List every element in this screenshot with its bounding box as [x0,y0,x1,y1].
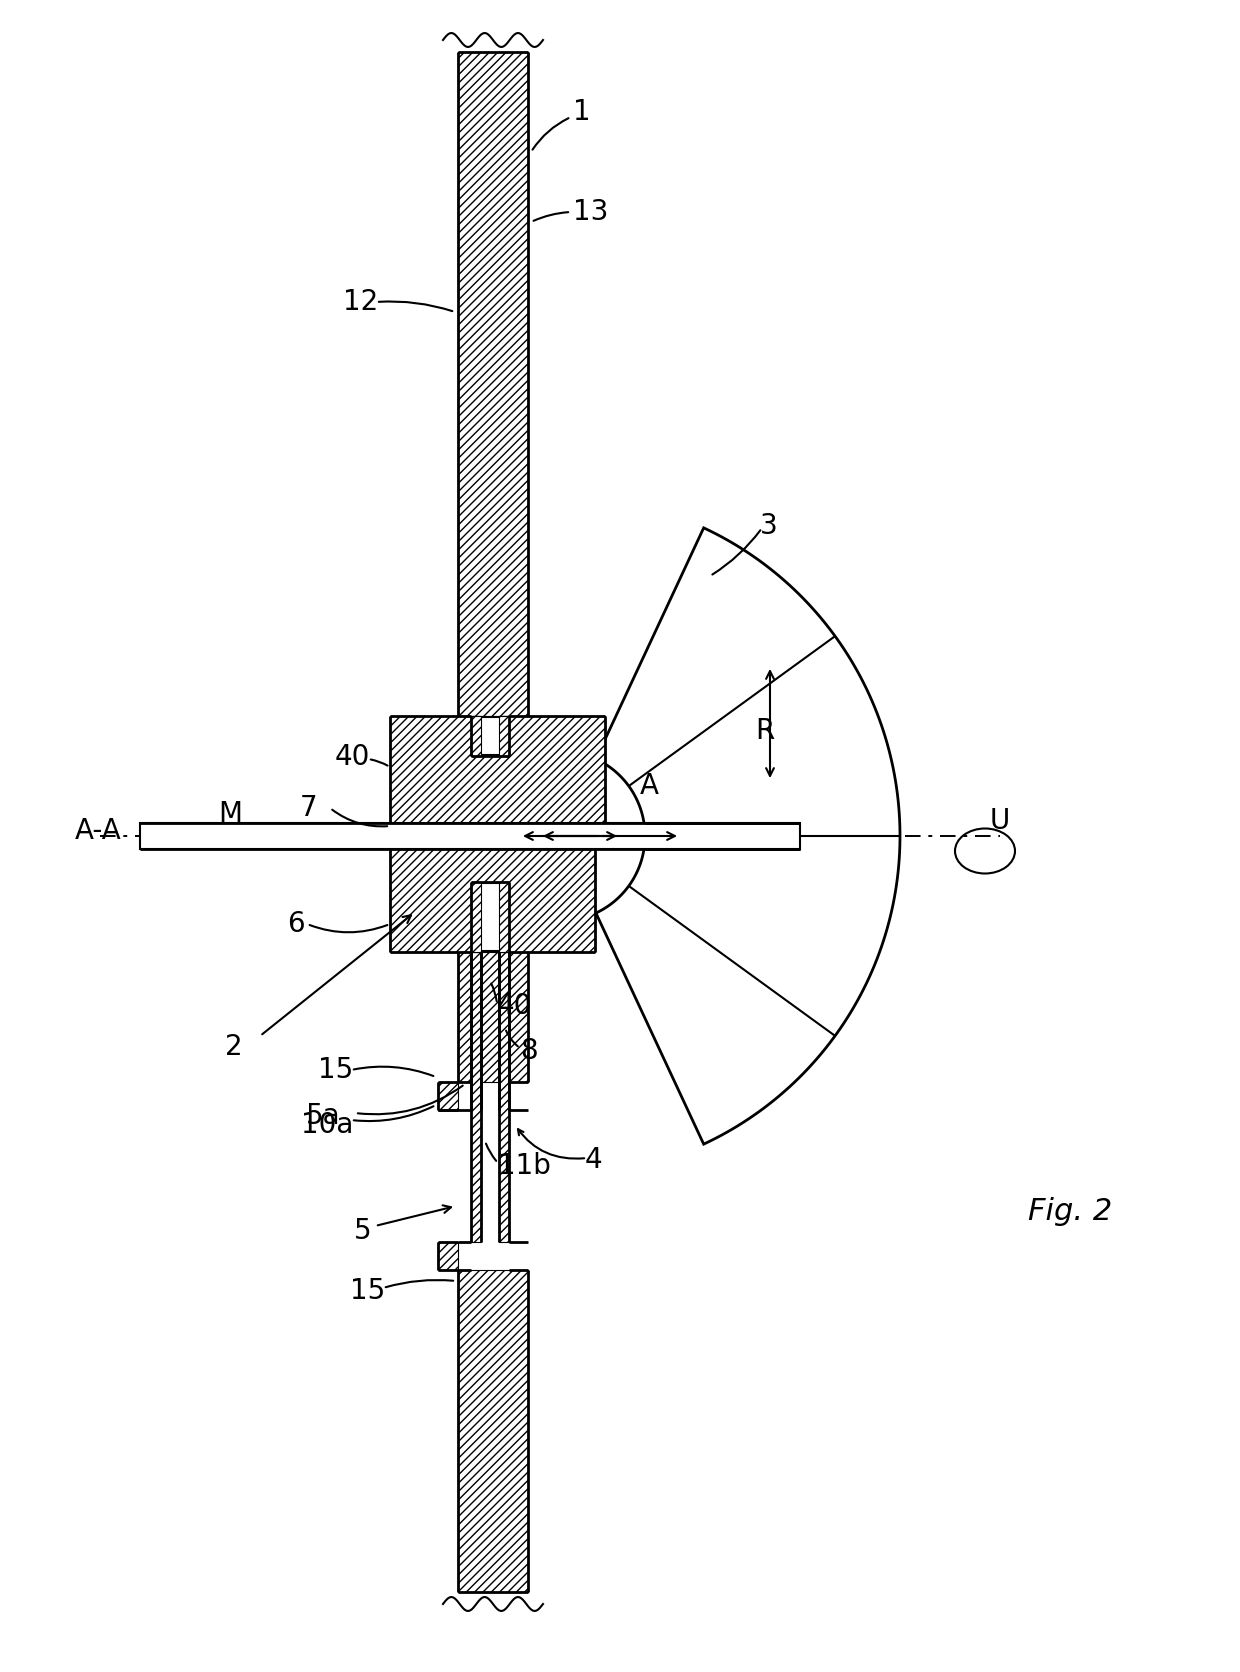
Text: 11b: 11b [498,1152,551,1180]
Bar [498,951,508,1242]
Bar [471,716,481,756]
Bar [438,1242,458,1271]
Text: 15: 15 [317,1057,353,1083]
Text: 8: 8 [520,1037,538,1065]
Text: Fig. 2: Fig. 2 [1028,1197,1112,1227]
Text: 40: 40 [335,742,370,771]
Text: 13: 13 [573,197,609,226]
Bar [458,52,528,1082]
Bar [471,883,481,951]
Text: 12: 12 [342,288,378,316]
Bar [498,716,508,1110]
Text: R: R [755,717,774,746]
Bar [498,716,508,756]
Text: U: U [990,808,1011,834]
Text: A-A: A-A [74,818,122,844]
Text: 10a: 10a [300,1110,353,1139]
Text: 40: 40 [497,991,532,1020]
Text: 7: 7 [300,794,317,823]
Bar [471,951,481,1242]
Text: 5: 5 [355,1217,372,1246]
Bar [391,716,605,836]
Text: M: M [218,799,242,828]
Bar [471,716,481,1110]
Polygon shape [596,528,900,1144]
Text: A: A [640,772,658,799]
Bar [140,823,800,849]
Bar [458,1271,528,1592]
Text: 1: 1 [573,99,590,125]
Bar [498,883,508,951]
Text: 6: 6 [288,910,305,938]
Bar [438,1082,458,1110]
Text: 3: 3 [760,512,777,540]
Text: 2: 2 [224,1033,243,1062]
Bar [472,883,508,951]
Bar [472,717,508,756]
Text: 5a: 5a [305,1102,340,1130]
Text: 15: 15 [350,1277,384,1306]
Text: 4: 4 [585,1145,603,1174]
Bar [391,836,595,951]
